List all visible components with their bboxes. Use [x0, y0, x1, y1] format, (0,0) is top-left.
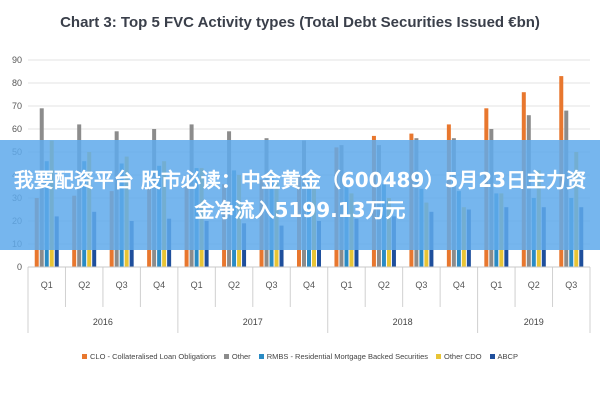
legend-item: ABCP: [489, 352, 518, 361]
legend-swatch: [436, 354, 442, 359]
chart-title: Chart 3: Top 5 FVC Activity types (Total…: [60, 14, 540, 31]
y-tick-label: 0: [17, 262, 22, 272]
legend-swatch: [258, 354, 264, 359]
legend-label: RMBS - Residential Mortgage Backed Secur…: [266, 352, 429, 361]
x-tick-label: Q3: [565, 280, 577, 290]
chart-legend: CLO - Collateralised Loan Obligations Oth…: [0, 352, 600, 361]
year-label: 2019: [524, 317, 544, 327]
legend-item: RMBS - Residential Mortgage Backed Secur…: [258, 352, 429, 361]
legend-label: CLO - Collateralised Loan Obligations: [90, 352, 216, 361]
x-axis-ticks: Q1 Q2 Q3 Q4 Q1 Q2 Q3 Q4 Q1 Q2 Q3 Q4 Q1 Q2 Q3: [27, 266, 591, 307]
x-tick-label: Q2: [78, 280, 90, 290]
headline-text[interactable]: 我要配资平台 股市必读：中金黄金（600489）5月23日主力资金净流入5199…: [13, 168, 587, 222]
year-label: 2016: [93, 317, 113, 327]
legend-swatch: [489, 354, 495, 359]
x-tick-label: Q3: [116, 280, 128, 290]
legend-item: Other CDO: [436, 352, 482, 361]
x-tick-label: Q4: [153, 280, 165, 290]
legend-swatch: [82, 354, 88, 359]
y-tick-label: 70: [12, 101, 22, 111]
x-tick-label: Q1: [191, 280, 203, 290]
y-tick-label: 90: [12, 55, 22, 65]
year-label: 2018: [393, 317, 413, 327]
legend-label: Other CDO: [444, 352, 482, 361]
legend-item: Other: [223, 352, 251, 361]
headline-banner[interactable]: 我要配资平台 股市必读：中金黄金（600489）5月23日主力资金净流入5199…: [0, 140, 600, 250]
x-tick-label: Q1: [490, 280, 502, 290]
x-tick-label: Q2: [378, 280, 390, 290]
x-tick-label: Q2: [228, 280, 240, 290]
x-tick-label: Q3: [266, 280, 278, 290]
legend-label: Other: [231, 352, 251, 361]
y-tick-label: 60: [12, 124, 22, 134]
x-tick-label: Q1: [41, 280, 53, 290]
year-label: 2017: [243, 317, 263, 327]
x-tick-label: Q2: [528, 280, 540, 290]
year-labels: 2016 2017 2018 2019: [27, 307, 591, 333]
y-tick-label: 80: [12, 78, 22, 88]
legend-item: CLO - Collateralised Loan Obligations: [82, 352, 216, 361]
legend-swatch: [223, 354, 229, 359]
legend-label: ABCP: [497, 352, 518, 361]
x-tick-label: Q4: [303, 280, 315, 290]
x-tick-label: Q4: [453, 280, 465, 290]
x-tick-label: Q1: [340, 280, 352, 290]
x-tick-label: Q3: [415, 280, 427, 290]
